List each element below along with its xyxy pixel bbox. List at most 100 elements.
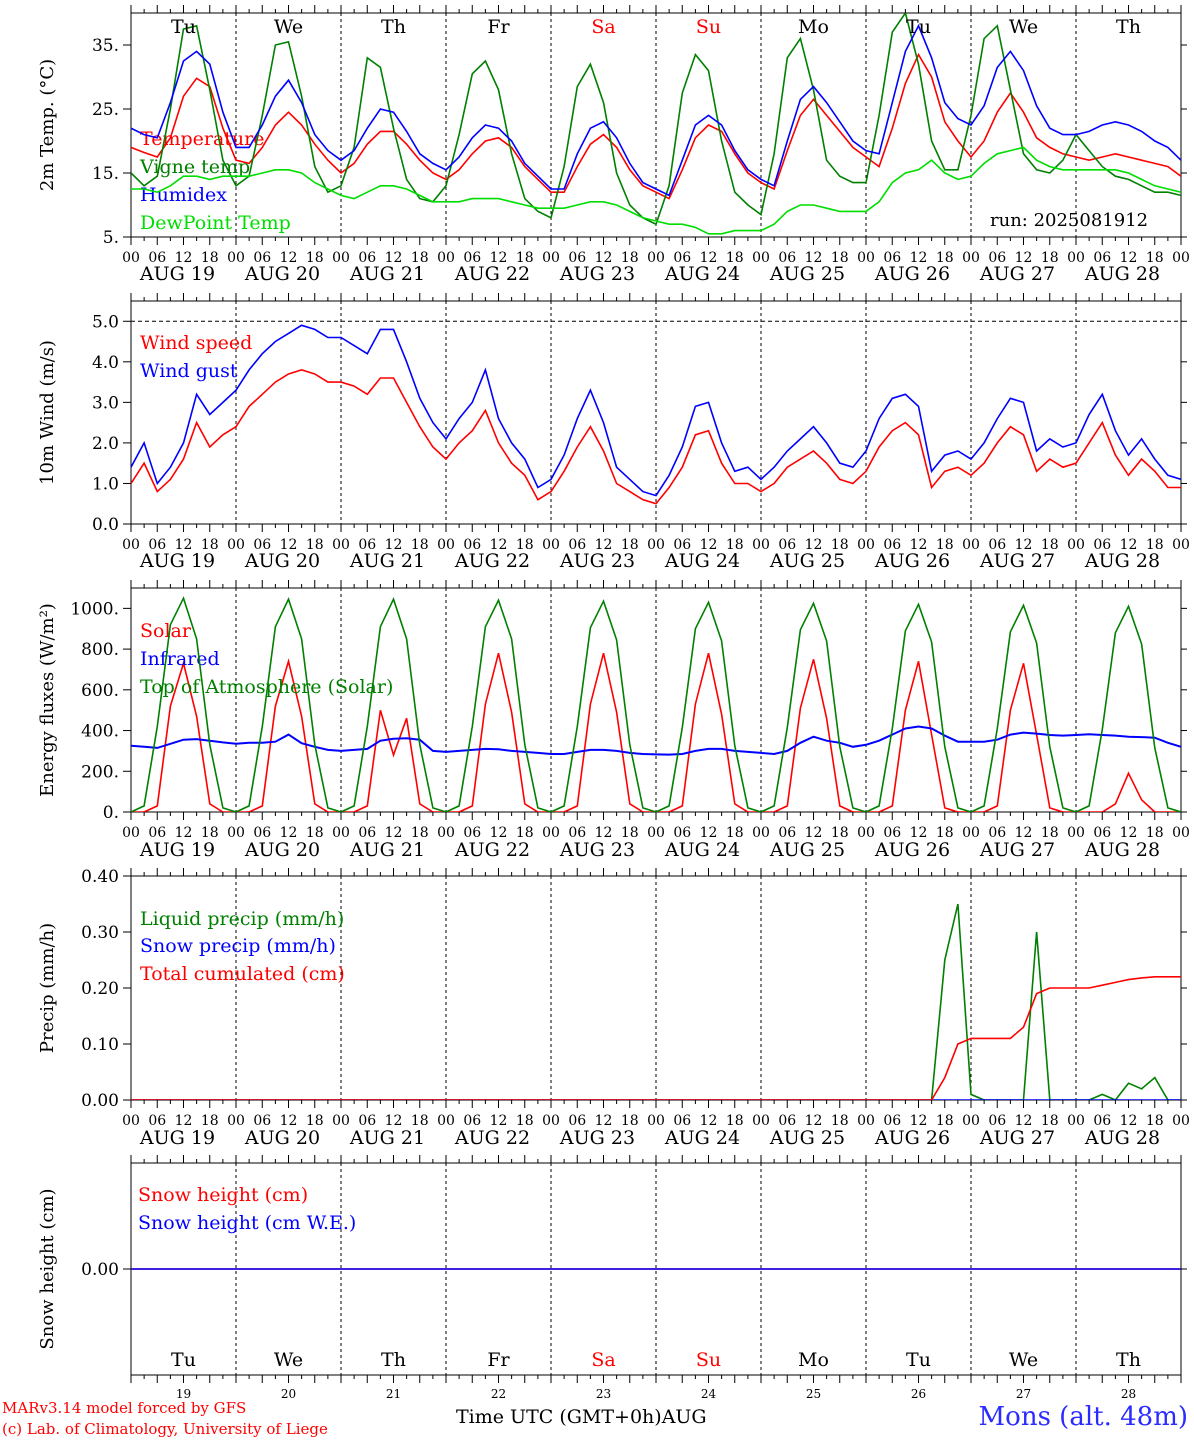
hour-tick-label: 00: [1067, 537, 1085, 553]
weekday-label: Th: [381, 1349, 406, 1371]
hour-tick-label: 18: [726, 1113, 744, 1129]
panel-frame: [130, 12, 1182, 238]
date-label: AUG 25: [769, 550, 845, 572]
hour-tick-label: 06: [568, 1113, 586, 1129]
weekday-label: Th: [1116, 16, 1141, 38]
hour-tick-label: 00: [647, 1113, 665, 1129]
hour-tick-label: 00: [752, 825, 770, 841]
hour-tick-label: 00: [437, 825, 455, 841]
run-label: run: 2025081912: [990, 210, 1149, 231]
hour-tick-label: 06: [148, 1113, 166, 1129]
hour-tick-label: 12: [490, 1113, 508, 1129]
hour-tick-label: 00: [437, 250, 455, 266]
hour-tick-label: 18: [831, 537, 849, 553]
hour-tick-label: 12: [385, 537, 403, 553]
hour-tick-label: 00: [962, 537, 980, 553]
hour-tick-label: 18: [726, 825, 744, 841]
hour-tick-label: 06: [883, 825, 901, 841]
weekday-label: Tu: [906, 1349, 931, 1371]
hour-tick-label: 12: [910, 250, 928, 266]
date-label: AUG 28: [1084, 1127, 1160, 1149]
legend-humidex: Humidex: [140, 184, 227, 206]
y-tick-label: 600.: [81, 681, 119, 701]
date-label: AUG 27: [979, 1127, 1055, 1149]
hour-tick-label: 12: [175, 250, 193, 266]
hour-tick-label: 06: [253, 1113, 271, 1129]
hour-tick-label: 06: [253, 250, 271, 266]
hour-tick-label: 18: [621, 1113, 639, 1129]
hour-tick-label: 00: [647, 537, 665, 553]
date-label: AUG 25: [769, 1127, 845, 1149]
hour-tick-label: 00: [542, 825, 560, 841]
hour-tick-label: 00: [227, 825, 245, 841]
date-label: AUG 24: [664, 263, 740, 285]
y-tick-label: 2.0: [92, 434, 119, 454]
legend-snow-height-cm-w-e: Snow height (cm W.E.): [138, 1212, 356, 1234]
date-label: AUG 20: [244, 839, 320, 861]
hour-tick-label: 00: [227, 250, 245, 266]
hour-tick-label: 06: [358, 825, 376, 841]
date-label: AUG 27: [979, 839, 1055, 861]
hour-tick-label: 00: [857, 537, 875, 553]
hour-tick-label: 12: [595, 250, 613, 266]
hour-tick-label: 18: [726, 537, 744, 553]
hour-tick-label: 18: [726, 250, 744, 266]
weekday-label: We: [1009, 1349, 1038, 1371]
model-credit: MARv3.14 model forced by GFS: [2, 1399, 247, 1417]
date-label: AUG 20: [244, 550, 320, 572]
hour-tick-label: 06: [673, 537, 691, 553]
y-tick-label: 5.0: [92, 312, 119, 332]
day-number: 21: [386, 1387, 401, 1401]
hour-tick-label: 00: [542, 250, 560, 266]
hour-tick-label: 18: [1041, 1113, 1059, 1129]
hour-tick-label: 12: [175, 1113, 193, 1129]
hour-tick-label: 00: [542, 1113, 560, 1129]
hour-tick-label: 12: [595, 1113, 613, 1129]
hour-tick-label: 00: [437, 1113, 455, 1129]
hour-tick-label: 06: [1093, 250, 1111, 266]
day-number: 24: [701, 1387, 717, 1401]
date-label: AUG 23: [559, 1127, 635, 1149]
hour-tick-label: 18: [831, 1113, 849, 1129]
hour-tick-label: 18: [831, 825, 849, 841]
hour-tick-label: 12: [280, 1113, 298, 1129]
hour-tick-label: 18: [411, 250, 429, 266]
weekday-label: Fr: [487, 16, 510, 38]
hour-tick-label: 06: [463, 537, 481, 553]
hour-tick-label: 12: [385, 1113, 403, 1129]
hour-tick-label: 00: [227, 1113, 245, 1129]
hour-tick-label: 06: [778, 537, 796, 553]
hour-tick-label: 12: [175, 825, 193, 841]
legend-temperature: Temperature: [140, 128, 264, 150]
hour-tick-label: 12: [910, 825, 928, 841]
hour-tick-label: 18: [1041, 250, 1059, 266]
hour-tick-label: 00: [1172, 1113, 1190, 1129]
legend-wind-gust: Wind gust: [140, 360, 238, 382]
hour-tick-label: 18: [306, 825, 324, 841]
hour-tick-label: 06: [778, 250, 796, 266]
hour-tick-label: 00: [1067, 825, 1085, 841]
legend-snow-precip-mm-h: Snow precip (mm/h): [140, 935, 336, 957]
hour-tick-label: 06: [463, 1113, 481, 1129]
series-line-infrared: [131, 725, 1181, 756]
hour-tick-label: 12: [385, 250, 403, 266]
y-axis-label: 2m Temp. (°C): [37, 59, 58, 191]
hour-tick-label: 12: [595, 825, 613, 841]
hour-tick-label: 06: [1093, 1113, 1111, 1129]
hour-tick-label: 18: [831, 250, 849, 266]
legend-wind-speed: Wind speed: [140, 332, 252, 354]
hour-tick-label: 18: [516, 1113, 534, 1129]
hour-tick-label: 06: [358, 537, 376, 553]
hour-tick-label: 00: [122, 250, 140, 266]
hour-tick-label: 06: [778, 1113, 796, 1129]
hour-tick-label: 12: [1120, 537, 1138, 553]
hour-tick-label: 18: [1041, 825, 1059, 841]
day-number: 26: [911, 1387, 926, 1401]
location-label: Mons (alt. 48m): [978, 1402, 1188, 1432]
hour-tick-label: 00: [647, 250, 665, 266]
hour-tick-label: 12: [910, 537, 928, 553]
hour-tick-label: 06: [1093, 825, 1111, 841]
hour-tick-label: 12: [490, 250, 508, 266]
hour-tick-label: 12: [175, 537, 193, 553]
